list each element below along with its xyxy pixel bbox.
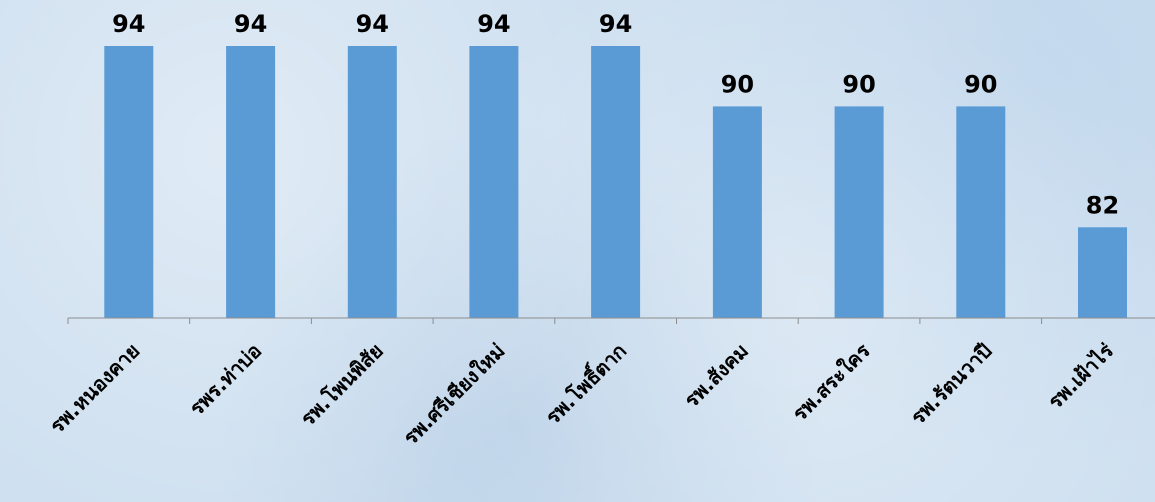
- bar: [834, 106, 884, 319]
- category-label: รพ.รัตนวาปี: [906, 339, 997, 430]
- data-label: 94: [112, 10, 145, 38]
- bar: [104, 46, 154, 318]
- value-labels-group: 94 94 94 94 94 90 90 90 82: [112, 10, 1119, 219]
- data-label: 94: [599, 10, 632, 38]
- bar: [712, 106, 762, 319]
- category-label: รพ.หนองคาย: [45, 339, 144, 438]
- data-label: 94: [477, 10, 510, 38]
- category-label: รพ.เฝ้าไร่: [1043, 338, 1118, 413]
- data-label: 90: [964, 70, 997, 98]
- category-label: รพ.โพธิ์ตาก: [539, 336, 632, 429]
- category-label: รพ.สระใคร: [788, 338, 875, 425]
- data-label: 94: [356, 10, 389, 38]
- data-label: 90: [842, 70, 875, 98]
- category-label: รพร.ท่าบ่อ: [185, 339, 267, 421]
- x-axis-ticks: [67, 318, 1043, 324]
- bar: [956, 106, 1006, 319]
- bar: [591, 46, 641, 318]
- category-label: รพ.ศรีเชียงใหม่: [398, 339, 509, 450]
- data-label: 94: [234, 10, 267, 38]
- category-label: รพ.โพนพิสัย: [296, 339, 388, 431]
- bar: [1078, 227, 1127, 318]
- bar: [226, 46, 276, 318]
- category-label: รพ.สังคม: [679, 339, 753, 413]
- bar: [347, 46, 397, 318]
- bar: [469, 46, 519, 318]
- data-label: 82: [1086, 191, 1119, 219]
- category-labels-group: รพ.หนองคาย รพร.ท่าบ่อ รพ.โพนพิสัย รพ.ศรีเชี…: [45, 336, 1118, 449]
- data-label: 90: [721, 70, 754, 98]
- bars-group: [104, 46, 1127, 319]
